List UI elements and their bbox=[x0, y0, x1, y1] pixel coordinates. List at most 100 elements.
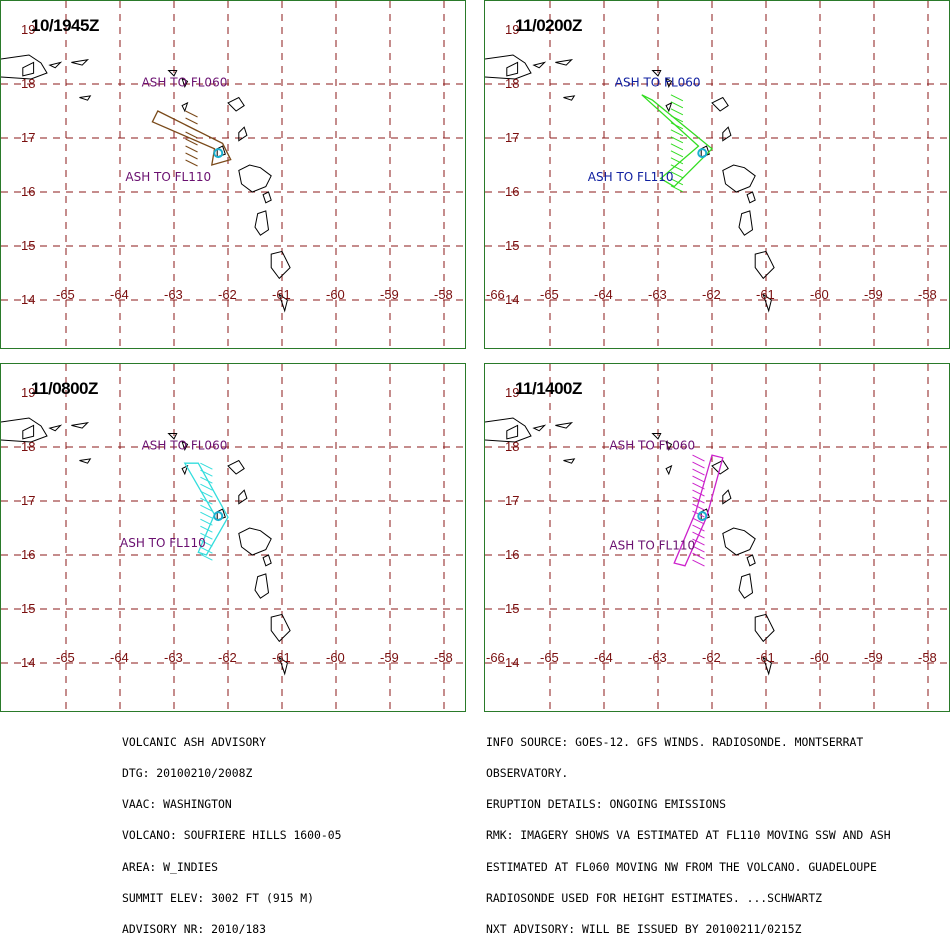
lon-tick-label: -58 bbox=[918, 650, 937, 665]
ash-hatch bbox=[200, 539, 213, 547]
island-outline bbox=[563, 458, 576, 464]
advisory-line: AREA: W_INDIES bbox=[122, 859, 219, 874]
island-outline bbox=[216, 508, 226, 521]
island-outline bbox=[563, 95, 576, 101]
ash-label-fl110: ASH TO FL110 bbox=[588, 170, 674, 184]
ash-hatch bbox=[670, 157, 684, 165]
ash-hatch bbox=[200, 518, 213, 526]
island-outline bbox=[167, 433, 178, 440]
lon-tick-label: -61 bbox=[756, 650, 775, 665]
ash-hatch bbox=[185, 145, 198, 153]
ash-label-fl060: ASH TO FL060 bbox=[609, 439, 695, 453]
lat-tick-label: 16 bbox=[505, 184, 519, 199]
lon-tick-label: -62 bbox=[702, 287, 721, 302]
lon-tick-label: -59 bbox=[864, 287, 883, 302]
puerto-rico-outline bbox=[485, 54, 532, 80]
ash-hatch bbox=[692, 496, 705, 504]
coastline bbox=[485, 54, 775, 313]
lat-tick-label: 14 bbox=[505, 292, 519, 307]
ash-hatch bbox=[670, 129, 684, 137]
island-outline bbox=[181, 101, 189, 113]
coastline bbox=[1, 417, 291, 676]
ash-hatch bbox=[200, 511, 213, 519]
ash-hatch bbox=[692, 461, 705, 469]
island-outline bbox=[754, 250, 775, 280]
advisory-right: INFO SOURCE: GOES-12. GFS WINDS. RADIOSO… bbox=[486, 716, 891, 945]
lon-tick-label: -65 bbox=[540, 650, 559, 665]
island-outline bbox=[746, 191, 756, 204]
lon-tick-label: -66 bbox=[486, 287, 505, 302]
lon-tick-label: -59 bbox=[864, 650, 883, 665]
lon-tick-label: -64 bbox=[594, 287, 613, 302]
lat-tick-label: 16 bbox=[505, 547, 519, 562]
ash-hatch bbox=[200, 532, 213, 540]
island-outline bbox=[216, 145, 226, 158]
map-panel-1: -65 -64 -63 -62 -61 -60 -59 -58 19 18 17 16 15 14 ASH … bbox=[0, 0, 466, 349]
ash-cloud bbox=[183, 462, 229, 561]
island-outline bbox=[227, 459, 245, 475]
island-outline bbox=[262, 554, 272, 567]
island-outline bbox=[746, 554, 756, 567]
lat-tick-label: 18 bbox=[505, 76, 519, 91]
ash-polygon bbox=[151, 110, 232, 166]
ash-hatch bbox=[692, 517, 705, 525]
ash-hatch bbox=[200, 462, 213, 470]
island-outline bbox=[722, 489, 732, 505]
island-outline bbox=[762, 293, 772, 313]
advisory-line: INFO SOURCE: GOES-12. GFS WINDS. RADIOSO… bbox=[486, 734, 864, 749]
ash-label-fl110: ASH TO FL110 bbox=[125, 170, 211, 184]
lon-tick-label: -60 bbox=[326, 287, 345, 302]
ash-cloud bbox=[641, 94, 713, 193]
lon-tick-label: -62 bbox=[218, 650, 237, 665]
island-outline bbox=[700, 508, 710, 521]
map-panel-2: -66 -65 -64 -63 -62 -61 -60 -59 -58 19 18 17 16 15 14 A… bbox=[484, 0, 950, 349]
island-outline bbox=[278, 293, 288, 313]
lat-tick-label: 15 bbox=[21, 601, 35, 616]
lon-tick-label: -59 bbox=[380, 287, 399, 302]
lon-tick-label: -63 bbox=[648, 650, 667, 665]
advisory-line: VAAC: WASHINGTON bbox=[122, 797, 232, 812]
lat-lon-grid bbox=[485, 364, 949, 711]
ash-hatch bbox=[692, 454, 705, 462]
island-outline bbox=[665, 77, 673, 89]
ash-hatch bbox=[670, 164, 684, 172]
map-panel-4: -66 -65 -64 -63 -62 -61 -60 -59 -58 19 18 17 16 15 14 A… bbox=[484, 363, 950, 712]
ash-label-fl060: ASH TO FL060 bbox=[142, 439, 228, 453]
island-outline bbox=[665, 464, 673, 476]
lon-tick-label: -66 bbox=[486, 650, 505, 665]
island-outline bbox=[762, 656, 772, 676]
lat-tick-label: 19 bbox=[21, 22, 35, 37]
ash-hatch bbox=[670, 171, 684, 179]
island-outline bbox=[181, 440, 189, 452]
island-outline bbox=[48, 424, 63, 432]
lon-tick-label: -58 bbox=[434, 650, 453, 665]
island-outline bbox=[238, 527, 272, 556]
island-outline bbox=[270, 613, 291, 643]
puerto-rico-outline bbox=[485, 417, 532, 443]
lat-tick-label: 17 bbox=[21, 130, 35, 145]
ash-hatch bbox=[185, 159, 198, 167]
ash-polygon bbox=[641, 94, 713, 188]
lat-lon-grid bbox=[485, 1, 949, 348]
island-outline bbox=[754, 613, 775, 643]
lat-tick-label: 18 bbox=[505, 439, 519, 454]
island-outline bbox=[711, 459, 729, 475]
lon-tick-label: -63 bbox=[648, 287, 667, 302]
ash-hatch bbox=[185, 131, 198, 139]
lat-tick-label: 14 bbox=[21, 292, 35, 307]
lat-tick-label: 18 bbox=[21, 439, 35, 454]
map-canvas-4: -66 -65 -64 -63 -62 -61 -60 -59 -58 19 18 17 16 15 14 A… bbox=[485, 364, 949, 711]
advisory-line: RADIOSONDE USED FOR HEIGHT ESTIMATES. ..… bbox=[486, 890, 823, 905]
ash-hatch bbox=[185, 117, 198, 125]
ash-hatch bbox=[670, 101, 684, 109]
lon-tick-label: -61 bbox=[272, 650, 291, 665]
advisory-line: SUMMIT ELEV: 3002 FT (915 M) bbox=[122, 890, 315, 905]
island-outline bbox=[22, 61, 35, 77]
ash-hatch bbox=[200, 469, 213, 477]
lat-tick-label: 16 bbox=[21, 184, 35, 199]
advisory-line: VOLCANO: SOUFRIERE HILLS 1600-05 bbox=[122, 828, 342, 843]
lon-tick-label: -65 bbox=[56, 287, 75, 302]
ash-hatch bbox=[670, 185, 684, 193]
advisory-line: OBSERVATORY. bbox=[486, 766, 569, 781]
ash-hatch bbox=[670, 150, 684, 158]
